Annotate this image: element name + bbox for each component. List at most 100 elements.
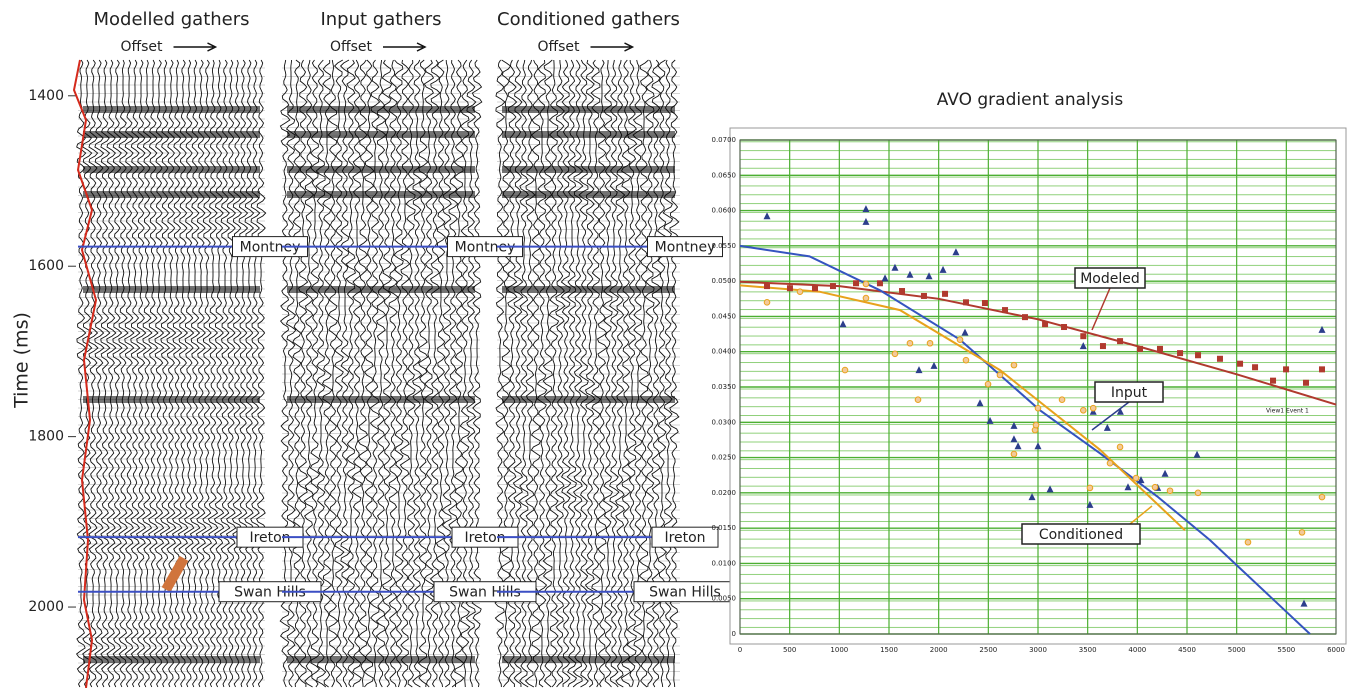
point xyxy=(891,350,899,358)
trace xyxy=(153,59,165,688)
horizon-label: Swan Hills xyxy=(449,585,521,601)
reflector xyxy=(502,396,675,403)
point xyxy=(915,366,923,374)
point xyxy=(1079,342,1087,350)
trace xyxy=(177,59,189,688)
trace xyxy=(94,59,105,688)
horizon-label: Montney xyxy=(240,240,301,256)
point xyxy=(1132,474,1140,482)
reflector xyxy=(83,166,260,173)
point xyxy=(1086,484,1094,492)
legend-box xyxy=(1094,381,1164,403)
x-tick-label: 500 xyxy=(783,646,796,654)
point xyxy=(862,205,870,213)
point xyxy=(906,270,914,278)
point xyxy=(930,361,938,369)
point xyxy=(926,339,934,347)
x-tick-label: 3500 xyxy=(1079,646,1097,654)
trace xyxy=(148,59,159,688)
point xyxy=(811,285,818,292)
point xyxy=(1010,435,1018,443)
trace xyxy=(388,59,399,688)
point xyxy=(899,288,906,295)
point xyxy=(956,336,964,344)
point xyxy=(962,299,969,306)
point xyxy=(1010,450,1018,458)
trace xyxy=(560,59,572,688)
trace xyxy=(171,59,183,688)
panel-title: Input gathers xyxy=(320,9,441,30)
trace xyxy=(130,59,141,688)
legend-label: Conditioned xyxy=(1039,527,1123,543)
legend-box xyxy=(1021,523,1141,545)
horizon-label: Ireton xyxy=(664,530,705,546)
chart-title: AVO gradient analysis xyxy=(937,90,1124,110)
reflector xyxy=(83,396,260,403)
gather-panel xyxy=(279,59,483,688)
trace xyxy=(351,59,363,688)
point xyxy=(906,339,914,347)
horizon-label: Swan Hills xyxy=(234,585,306,601)
trace xyxy=(357,59,369,688)
x-tick-label: 2000 xyxy=(930,646,948,654)
point xyxy=(1080,333,1087,340)
well-log xyxy=(72,59,98,688)
trace xyxy=(542,59,553,688)
trace xyxy=(189,59,201,688)
trace xyxy=(100,59,111,688)
callout-arrow xyxy=(1091,401,1130,431)
trace xyxy=(339,59,351,688)
trace xyxy=(142,59,153,688)
legend-label: Modeled xyxy=(1080,271,1140,287)
offset-arrow xyxy=(173,42,218,52)
reflector xyxy=(287,131,475,138)
point xyxy=(961,328,969,336)
fit-line xyxy=(739,280,1337,406)
point xyxy=(1166,487,1174,495)
trace xyxy=(608,59,620,688)
x-tick-label: 1500 xyxy=(880,646,898,654)
trace xyxy=(578,59,589,688)
point xyxy=(829,283,836,290)
point xyxy=(920,292,927,299)
offset-label: Offset xyxy=(120,39,163,55)
legend-label: Input xyxy=(1111,385,1148,401)
horizon-label: Montney xyxy=(655,240,716,256)
reflector xyxy=(83,106,260,113)
point xyxy=(891,263,899,271)
point xyxy=(1270,377,1277,384)
trace xyxy=(590,59,602,688)
horizon-label: Montney xyxy=(455,240,516,256)
point xyxy=(1318,325,1326,333)
horizon-label: Swan Hills xyxy=(649,585,721,601)
point xyxy=(1318,493,1326,501)
trace xyxy=(417,59,429,688)
reflector xyxy=(287,286,475,293)
point xyxy=(1014,442,1022,450)
y-tick-label: 0.0700 xyxy=(712,136,737,144)
point xyxy=(1079,406,1087,414)
trace xyxy=(207,59,219,688)
point xyxy=(764,283,771,290)
point xyxy=(1002,307,1009,314)
trace xyxy=(536,59,548,688)
point xyxy=(1252,364,1259,371)
point xyxy=(1193,450,1201,458)
horizon-label: Ireton xyxy=(249,530,290,546)
y-tick-label: 0.0200 xyxy=(712,489,737,497)
point xyxy=(1237,360,1244,367)
point xyxy=(841,366,849,374)
reflector xyxy=(502,191,675,198)
point xyxy=(981,300,988,307)
trace xyxy=(118,59,129,688)
trace xyxy=(412,59,423,688)
trace xyxy=(615,59,626,688)
point xyxy=(939,265,947,273)
reflector xyxy=(287,191,475,198)
trace xyxy=(405,59,416,688)
trace xyxy=(399,59,411,688)
x-tick-label: 4500 xyxy=(1178,646,1196,654)
reflector xyxy=(287,396,475,403)
panel-title: Conditioned gathers xyxy=(497,9,680,30)
point xyxy=(942,290,949,297)
